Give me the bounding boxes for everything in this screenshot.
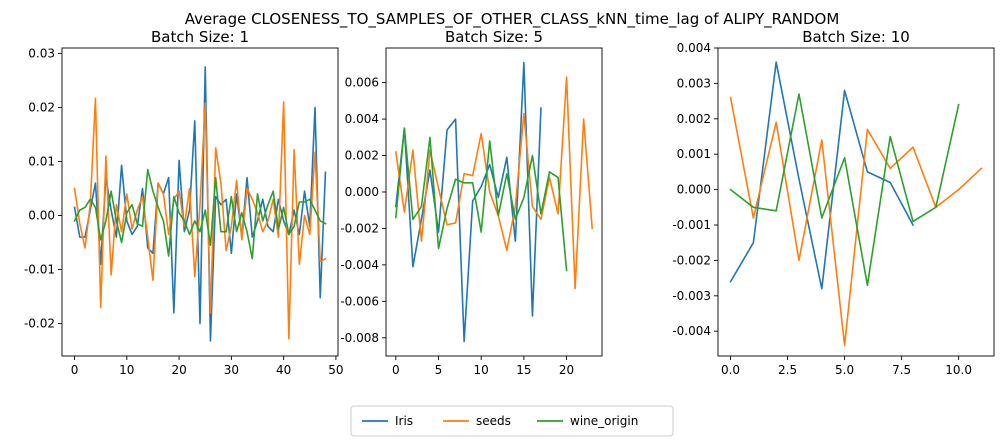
legend-entries: Iris seeds wine_origin	[362, 414, 638, 428]
y-tick-label: 0.02	[28, 100, 55, 114]
series-line-wine-origin	[73, 168, 327, 260]
subplot-title: Batch Size: 10	[802, 28, 910, 46]
y-tick-label: -0.006	[340, 294, 379, 308]
x-tick-label: 10.0	[945, 363, 972, 377]
legend: Iris seeds wine_origin	[350, 405, 674, 437]
y-tick-label: 0.004	[345, 112, 379, 126]
subplot-3: Batch Size: 10 0.0 2.5 5.0 7.5 10.0 -0.004 -0.0…	[672, 28, 995, 377]
y-tick-label: 0.004	[677, 41, 711, 55]
y-tick-label: -0.01	[24, 263, 55, 277]
series-line-seeds	[73, 97, 327, 340]
x-tick-label: 5.0	[835, 363, 854, 377]
subplot-title: Batch Size: 1	[151, 28, 249, 46]
y-tick-label: -0.003	[672, 289, 711, 303]
figure-suptitle: Average CLOSENESS_TO_SAMPLES_OF_OTHER_CL…	[185, 10, 840, 29]
y-tick-label: 0.002	[345, 149, 379, 163]
y-tick-label: -0.001	[672, 218, 711, 232]
y-tick-label: 0.03	[28, 46, 55, 60]
y-tick-label: 0.01	[28, 154, 55, 168]
x-tick-label: 10	[119, 363, 134, 377]
y-tick-label: 0.000	[345, 185, 379, 199]
x-tick-label: 20	[171, 363, 186, 377]
x-tick-label: 15	[516, 363, 531, 377]
x-tick-label: 0.0	[721, 363, 740, 377]
subplot-2: Batch Size: 5 0 5 10 15 20 -0.008 -0.006 -0.004 -…	[340, 28, 603, 377]
x-tick-label: 7.5	[892, 363, 911, 377]
y-tick-label: -0.008	[340, 331, 379, 345]
series-line-wine-origin	[729, 93, 960, 287]
series-line-wine-origin	[394, 127, 568, 272]
series-line-seeds	[729, 96, 983, 347]
x-tick-label: 20	[559, 363, 574, 377]
x-tick-label: 2.5	[778, 363, 797, 377]
y-tick-label: 0.002	[677, 112, 711, 126]
subplots: Batch Size: 10 10 20 30 40 50-0.02-0.010.000.…	[24, 28, 995, 377]
y-tick-label: -0.004	[340, 258, 379, 272]
y-tick-label: -0.004	[672, 324, 711, 338]
x-tick-label: 0	[71, 363, 79, 377]
subplot-1: Batch Size: 1 0 10 20 30 40 50 -0.02 -0.01 0.00 0.…	[24, 28, 344, 377]
x-tick-label: 5	[435, 363, 443, 377]
x-tick-label: 10	[474, 363, 489, 377]
y-tick-label: 0.001	[677, 147, 711, 161]
legend-label: wine_origin	[570, 414, 638, 428]
y-tick-label: -0.002	[672, 253, 711, 267]
axes-frame	[717, 47, 995, 357]
y-tick-label: -0.02	[24, 317, 55, 331]
legend-label: Iris	[395, 414, 413, 428]
legend-label: seeds	[476, 414, 511, 428]
x-tick-label: 50	[328, 363, 343, 377]
legend-frame	[350, 405, 674, 437]
y-tick-label: -0.002	[340, 221, 379, 235]
y-tick-label: 0.003	[677, 76, 711, 90]
axes-frame	[61, 47, 339, 357]
x-tick-label: 0	[392, 363, 400, 377]
series-line-iris	[73, 66, 327, 342]
y-tick-label: 0.000	[677, 183, 711, 197]
axes-frame	[385, 47, 603, 357]
subplot-title: Batch Size: 5	[445, 28, 543, 46]
y-tick-label: 0.006	[345, 76, 379, 90]
series-line-iris	[729, 61, 915, 290]
x-tick-label: 30	[224, 363, 239, 377]
x-tick-label: 40	[276, 363, 291, 377]
y-tick-label: 0.00	[28, 209, 55, 223]
